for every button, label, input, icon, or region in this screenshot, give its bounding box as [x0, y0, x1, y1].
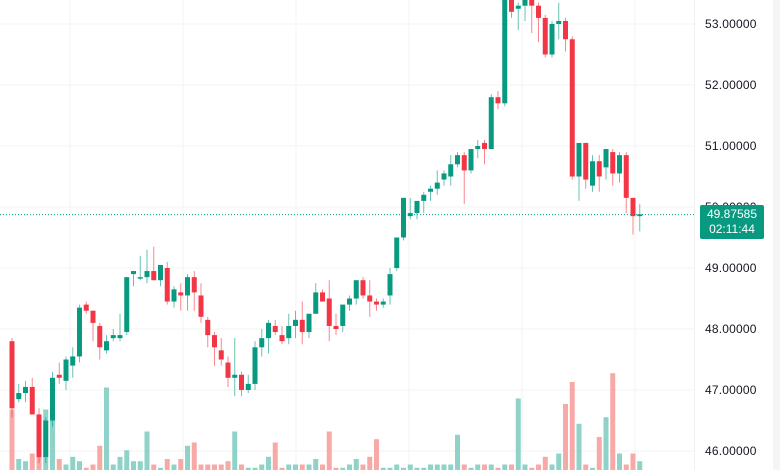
- price-tick-label: 47.00000: [705, 383, 757, 397]
- price-tick-label: 46.00000: [705, 444, 757, 458]
- scrollbar-edge: [773, 0, 780, 470]
- price-tick-label: 49.00000: [705, 261, 757, 275]
- grid-lines: [0, 0, 694, 470]
- candles: [9, 0, 643, 464]
- price-tick-label: 52.00000: [705, 78, 757, 92]
- price-tick-label: 48.00000: [705, 322, 757, 336]
- last-price-badge: 49.87585 02:11:44: [700, 204, 764, 239]
- price-tick-label: 53.00000: [705, 17, 757, 31]
- last-price-value: 49.87585: [706, 206, 758, 221]
- volume-bars: [9, 373, 643, 470]
- bar-countdown: 02:11:44: [709, 221, 755, 236]
- price-plot-area[interactable]: [0, 0, 694, 470]
- price-tick-label: 51.00000: [705, 139, 757, 153]
